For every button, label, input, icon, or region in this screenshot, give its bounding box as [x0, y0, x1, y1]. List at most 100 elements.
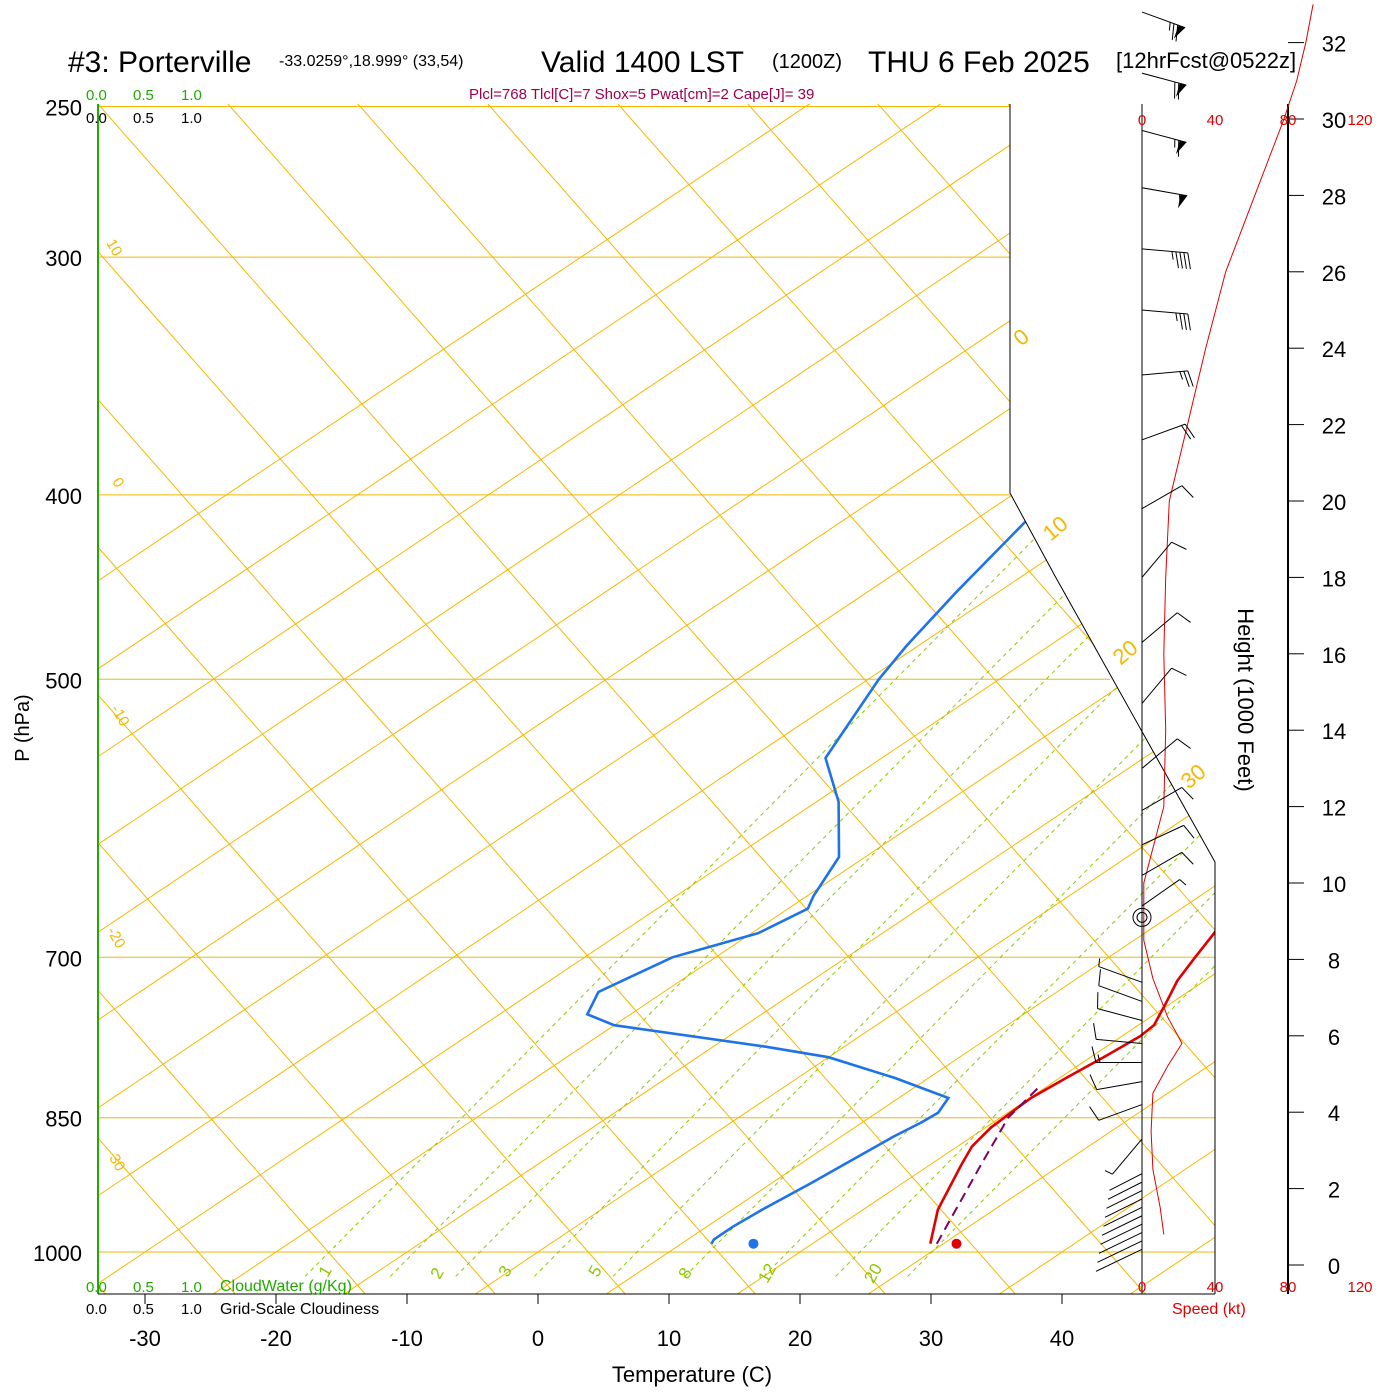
mixing-ratio-label: 5 — [585, 1262, 606, 1280]
wind-barb — [1141, 485, 1194, 510]
speed-axis: 0 40 80 120 0 40 80 120 Speed (kt) — [1138, 112, 1373, 1318]
surface-temperature-marker — [951, 1238, 962, 1249]
dry-adiabat-line — [1137, 104, 1215, 1294]
wind-barb — [1141, 612, 1191, 643]
barb-shaft — [1098, 985, 1143, 1002]
height-tick-label: 20 — [1322, 490, 1346, 515]
dry-adiabat-line — [98, 104, 366, 1294]
mixing-ratio-line — [835, 494, 1215, 1277]
valid-zulu: (1200Z) — [772, 51, 842, 73]
isotherm-line — [98, 104, 1215, 1294]
isotherm-line — [98, 104, 857, 1294]
barb-half-flag — [1179, 371, 1184, 380]
pressure-tick-label: 500 — [45, 668, 82, 693]
barb-shaft — [1141, 248, 1188, 254]
mixing-ratio-line — [612, 494, 1215, 1277]
surface-barb — [1104, 1198, 1143, 1218]
adiabat-label: 10 — [1038, 511, 1073, 546]
adiabat-label: 30 — [105, 1151, 128, 1174]
barb-shaft — [1141, 309, 1188, 315]
adiabat-label: 10 — [102, 236, 125, 259]
cloud-tick-bottom-black-1: 0.5 — [133, 1301, 154, 1318]
surface-barb — [1095, 1248, 1143, 1272]
barb-flag — [1175, 24, 1179, 42]
isotherm-line — [98, 104, 1215, 1294]
wind-barb — [1141, 423, 1195, 441]
wind-barb — [1093, 1023, 1143, 1044]
barb-flag — [1181, 425, 1192, 440]
surface-barb — [1101, 1215, 1143, 1236]
dry-adiabat-line — [747, 104, 1215, 1294]
speed-tick-top-120: 120 — [1347, 112, 1372, 129]
barb-flag — [1171, 667, 1187, 676]
valid-date: THU 6 Feb 2025 — [868, 46, 1090, 79]
barb-shaft — [1141, 11, 1186, 29]
pressure-tick-label: 400 — [45, 484, 82, 509]
speed-tick-top-80: 80 — [1280, 112, 1297, 129]
y-axis-title: P (hPa) — [12, 694, 34, 761]
barb-shaft — [1141, 667, 1172, 704]
height-tick-label: 12 — [1322, 796, 1346, 821]
cloud-tick-top-green-2: 1.0 — [181, 87, 202, 104]
barb-pennant — [1176, 140, 1187, 155]
height-tick-label: 8 — [1328, 948, 1340, 973]
cloudwater-label: CloudWater (g/Kg) — [220, 1278, 352, 1295]
mixing-ratio-line — [304, 494, 1079, 1277]
barb-flag — [1187, 313, 1191, 331]
barb-flag — [1183, 252, 1187, 269]
surface-barb — [1097, 1240, 1143, 1263]
speed-tick-top-40: 40 — [1207, 112, 1224, 129]
barb-shaft — [1141, 423, 1186, 441]
parcel-profile — [935, 1087, 1039, 1245]
barb-shaft — [1141, 541, 1172, 578]
wind-barb — [1141, 541, 1187, 578]
mixing-ratio-line — [455, 494, 1215, 1277]
cloud-tick-bottom-green-2: 1.0 — [181, 1279, 202, 1296]
dry-adiabat-line — [98, 104, 886, 1294]
speed-axis-label: Speed (kt) — [1172, 1301, 1246, 1318]
mixing-ratio-label: 2 — [427, 1264, 448, 1282]
pressure-tick-label: 850 — [45, 1107, 82, 1132]
cloud-tick-top-black-1: 0.5 — [133, 110, 154, 127]
height-tick-label: 0 — [1328, 1254, 1340, 1279]
barb-flag — [1179, 252, 1183, 269]
barb-flag — [1175, 251, 1179, 269]
wind-barb — [1141, 738, 1191, 769]
isotherm-line — [98, 104, 1215, 1294]
wind-barb — [1141, 187, 1188, 209]
height-tick-label: 30 — [1322, 108, 1346, 133]
forecast-info: [12hrFcst@0522z] — [1116, 48, 1296, 73]
x-tick-label: -10 — [391, 1326, 423, 1351]
height-tick-label: 22 — [1322, 414, 1346, 439]
wind-barb — [1141, 248, 1191, 270]
site-title: #3: Porterville — [68, 46, 251, 79]
wind-barb — [1141, 129, 1187, 157]
barb-shaft — [1141, 851, 1183, 876]
sounding-profiles — [585, 122, 1215, 1249]
dry-adiabat-line — [227, 104, 1215, 1294]
surface-barb — [1100, 1223, 1143, 1245]
wind-barb — [1089, 1104, 1143, 1121]
surface-barb — [1103, 1206, 1143, 1227]
valid-time: Valid 1400 LST — [541, 46, 744, 79]
barb-half-flag — [1168, 22, 1171, 31]
temperature-profile — [929, 122, 1215, 1244]
height-tick-label: 32 — [1322, 32, 1346, 57]
mixing-ratio-line — [684, 494, 1215, 1277]
barb-shaft — [1096, 1038, 1143, 1044]
wind-barb — [1098, 969, 1143, 1002]
mixing-ratio-label: 20 — [860, 1260, 886, 1286]
barb-pennant — [1178, 194, 1188, 209]
cloud-tick-bottom-green-1: 0.5 — [133, 1279, 154, 1296]
barb-shaft — [1112, 1138, 1143, 1175]
isotherm-line — [334, 104, 1215, 1294]
wind-barb — [1104, 1138, 1143, 1175]
cloud-tick-bottom-green-0: 0.0 — [86, 1279, 107, 1296]
barb-shaft — [1098, 1104, 1143, 1121]
cloud-tick-top-black-2: 1.0 — [181, 110, 202, 127]
isobar-lines — [98, 106, 1215, 1253]
isotherm-line — [1120, 104, 1215, 1294]
mixing-ratio-line — [763, 494, 1215, 1277]
barb-flag — [1181, 852, 1194, 865]
barb-half-flag — [1171, 251, 1174, 260]
